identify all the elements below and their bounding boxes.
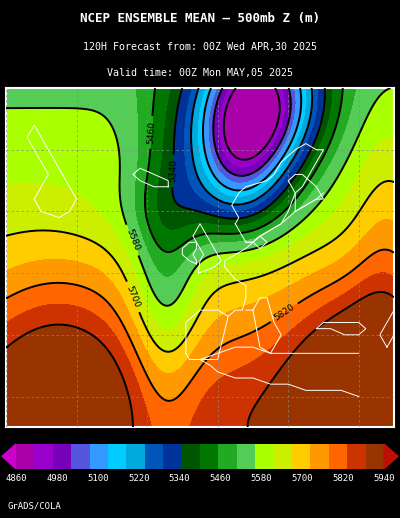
Bar <box>347 444 366 469</box>
Text: 5580: 5580 <box>124 228 141 252</box>
Text: 120H Forecast from: 00Z Wed APR,30 2025: 120H Forecast from: 00Z Wed APR,30 2025 <box>83 42 317 52</box>
Bar <box>200 444 218 469</box>
Polygon shape <box>384 444 398 469</box>
Bar <box>255 444 274 469</box>
Text: 5460: 5460 <box>210 474 231 483</box>
Text: 4860: 4860 <box>5 474 27 483</box>
Text: 5700: 5700 <box>125 284 142 309</box>
Bar <box>310 444 329 469</box>
Text: 5340: 5340 <box>168 159 178 182</box>
Bar <box>71 444 90 469</box>
Bar <box>274 444 292 469</box>
Polygon shape <box>2 444 16 469</box>
Text: NCEP ENSEMBLE MEAN – 500mb Z (m): NCEP ENSEMBLE MEAN – 500mb Z (m) <box>80 12 320 25</box>
Text: 5820: 5820 <box>272 303 296 323</box>
Text: 5340: 5340 <box>169 474 190 483</box>
Text: 5580: 5580 <box>250 474 272 483</box>
Text: 5100: 5100 <box>87 474 108 483</box>
Bar <box>53 444 71 469</box>
Bar <box>292 444 310 469</box>
Text: 4980: 4980 <box>46 474 68 483</box>
Text: GrADS/COLA: GrADS/COLA <box>8 502 62 511</box>
Text: 5820: 5820 <box>332 474 354 483</box>
Text: 5220: 5220 <box>128 474 150 483</box>
Bar <box>182 444 200 469</box>
Bar <box>16 444 34 469</box>
Bar <box>237 444 255 469</box>
Bar <box>329 444 347 469</box>
Bar <box>108 444 126 469</box>
Text: 5460: 5460 <box>146 121 157 144</box>
Bar <box>145 444 163 469</box>
Bar <box>218 444 237 469</box>
Text: 5940: 5940 <box>373 474 395 483</box>
Bar <box>34 444 53 469</box>
Bar <box>90 444 108 469</box>
Bar <box>366 444 384 469</box>
Text: Valid time: 00Z Mon MAY,05 2025: Valid time: 00Z Mon MAY,05 2025 <box>107 68 293 78</box>
Bar <box>163 444 182 469</box>
Bar <box>126 444 145 469</box>
Text: 5700: 5700 <box>292 474 313 483</box>
